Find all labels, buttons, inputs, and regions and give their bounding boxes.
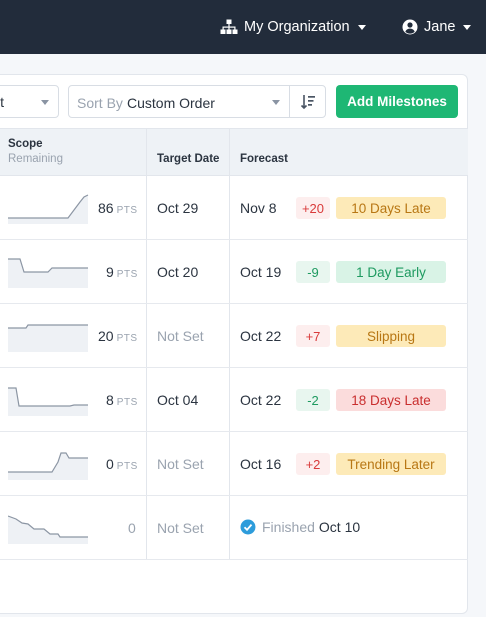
- top-navigation-bar: My Organization Jane: [0, 0, 486, 54]
- sort-select[interactable]: Sort By Custom Order: [68, 85, 290, 118]
- finished-label: Finished: [262, 519, 315, 535]
- scope-value: 9: [106, 264, 114, 280]
- target-date: Not Set: [157, 328, 204, 344]
- scope-value: 0: [106, 456, 114, 472]
- sort-direction-button[interactable]: [289, 85, 326, 118]
- forecast-date: Oct 22: [240, 328, 282, 344]
- forecast-delta-badge: -9: [296, 261, 330, 283]
- scope-value: 0: [128, 520, 136, 536]
- forecast-column-header[interactable]: Forecast: [240, 153, 288, 165]
- scope-remaining: 9 PTS: [106, 264, 138, 280]
- add-milestones-button[interactable]: Add Milestones: [336, 85, 458, 118]
- user-circle-icon: [402, 19, 418, 35]
- status-badge: Trending Later: [336, 453, 446, 475]
- forecast-date: Oct 19: [240, 264, 282, 280]
- scope-sparkline: [8, 387, 88, 416]
- forecast-delta-badge: +7: [296, 325, 330, 347]
- filter-select[interactable]: lt: [0, 85, 59, 118]
- scope-unit: PTS: [116, 461, 138, 472]
- finished-date: Oct 10: [318, 519, 361, 535]
- target-date: Oct 20: [157, 264, 199, 280]
- status-badge: 10 Days Late: [336, 197, 446, 219]
- target-date: Not Set: [157, 456, 204, 472]
- column-divider: [146, 128, 147, 560]
- forecast-delta-badge: +20: [296, 197, 330, 219]
- scope-value: 86: [98, 200, 114, 216]
- scope-unit: PTS: [116, 397, 138, 408]
- target-date: Oct 29: [157, 200, 199, 216]
- forecast-date: Oct 22: [240, 392, 282, 408]
- chevron-down-icon: [463, 24, 472, 30]
- scope-unit: PTS: [116, 269, 138, 280]
- check-circle-icon: [240, 519, 256, 535]
- scope-sparkline: [8, 324, 88, 352]
- table-row[interactable]: [0, 368, 468, 432]
- status-badge: 18 Days Late: [336, 389, 446, 411]
- forecast-date: Oct 16: [240, 456, 282, 472]
- scope-remaining: 0 PTS: [106, 456, 138, 472]
- forecast-delta-badge: -2: [296, 389, 330, 411]
- sort-select-value: Custom Order: [127, 95, 215, 111]
- scope-sparkline: [8, 194, 89, 224]
- target-date: Oct 04: [157, 392, 199, 408]
- scope-value: 8: [106, 392, 114, 408]
- finished-indicator: Finished Oct 10: [240, 519, 360, 535]
- forecast-date: Nov 8: [240, 200, 277, 216]
- table-row[interactable]: [0, 432, 468, 496]
- scope-value: 20: [98, 328, 114, 344]
- status-badge: 1 Day Early: [336, 261, 446, 283]
- table-row[interactable]: [0, 240, 468, 304]
- table-row[interactable]: [0, 304, 468, 368]
- table-header: [0, 128, 468, 176]
- scope-sparkline: [8, 258, 88, 288]
- scope-unit: PTS: [116, 205, 138, 216]
- target-date: Not Set: [157, 520, 204, 536]
- filter-select-value: lt: [0, 94, 4, 110]
- scope-column-header[interactable]: Scope: [8, 138, 43, 150]
- chevron-down-icon: [41, 100, 49, 105]
- scope-unit: PTS: [116, 333, 138, 344]
- scope-remaining: 86 PTS: [98, 200, 138, 216]
- target-date-column-header[interactable]: Target Date: [157, 153, 220, 165]
- column-divider: [229, 128, 230, 560]
- scope-sparkline: [8, 515, 88, 544]
- scope-remaining: 20 PTS: [98, 328, 138, 344]
- table-row[interactable]: [0, 176, 468, 240]
- organization-menu[interactable]: My Organization: [220, 17, 366, 37]
- table-row[interactable]: [0, 496, 468, 560]
- scope-remaining: 8 PTS: [106, 392, 138, 408]
- scope-column-subheader: Remaining: [8, 153, 63, 165]
- user-menu[interactable]: Jane: [402, 17, 472, 37]
- status-badge: Slipping: [336, 325, 446, 347]
- chevron-down-icon: [357, 24, 366, 30]
- sort-descending-icon: [300, 94, 315, 109]
- scope-sparkline: [8, 452, 88, 480]
- scope-remaining: 0: [128, 520, 136, 536]
- organization-name: My Organization: [244, 19, 350, 35]
- org-chart-icon: [220, 19, 238, 34]
- user-name: Jane: [424, 19, 456, 35]
- sort-select-label: Sort By: [77, 95, 123, 111]
- chevron-down-icon: [272, 100, 280, 105]
- forecast-delta-badge: +2: [296, 453, 330, 475]
